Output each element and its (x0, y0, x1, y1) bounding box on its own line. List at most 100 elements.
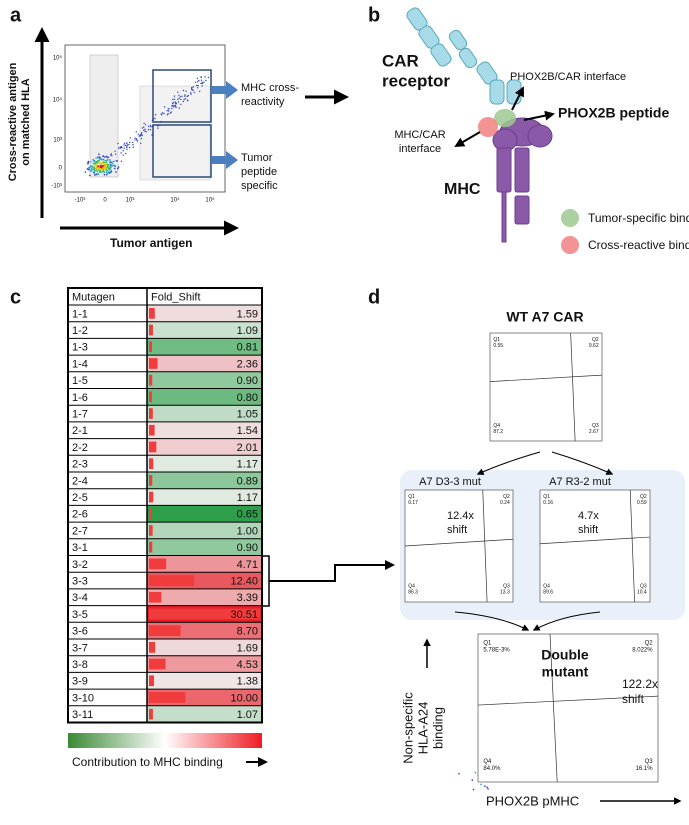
y-tick-label: 10⁴ (53, 97, 63, 104)
event-dot (175, 106, 177, 108)
fold-shift-bar (149, 692, 186, 703)
event-dot (117, 142, 119, 145)
quadrant-value: 0.59 (637, 500, 647, 506)
event-dot (100, 168, 103, 170)
event-dot (171, 105, 173, 107)
event-dot (94, 162, 97, 164)
quadrant-name: Q1 (493, 337, 500, 343)
event-dot (134, 139, 136, 141)
table-cell: 1-2 (72, 325, 88, 337)
event-dot (105, 163, 107, 166)
event-dot (109, 167, 111, 170)
quadrant-value: 9.62 (589, 343, 599, 349)
table-cell-color (147, 305, 262, 322)
event-dot (189, 92, 192, 94)
gate-line (404, 538, 514, 547)
car-label: CAR (382, 51, 419, 70)
event-dot (166, 110, 168, 112)
event-dot (97, 165, 99, 168)
gate-line (489, 374, 603, 382)
panel-a-layout (34, 27, 349, 236)
fold-shift-bar (149, 374, 153, 386)
event-dot (89, 174, 91, 177)
table-cell-color (147, 421, 262, 439)
table-cell: 0.81 (237, 342, 258, 354)
event-dot (155, 114, 157, 116)
event-dot (87, 160, 90, 163)
event-dot (179, 96, 181, 98)
event-dot (102, 169, 105, 171)
event-dot (134, 137, 136, 139)
event-dot (196, 84, 198, 87)
event-dot (170, 111, 172, 113)
table-cell: 3-10 (72, 692, 94, 704)
event-dot (191, 86, 193, 89)
fold-shift-bar (149, 424, 155, 436)
legend-label: Tumor-specific binding (588, 211, 689, 225)
event-dot (126, 142, 128, 144)
event-dot (110, 169, 113, 172)
event-dot (151, 119, 154, 122)
event-dot (113, 164, 115, 167)
quadrant-name: Q1 (543, 494, 550, 500)
quadrant-value: 0.17 (408, 500, 418, 506)
table-cell: 1-3 (72, 342, 88, 354)
event-dot (91, 165, 94, 168)
table-cell: 1.38 (237, 676, 258, 688)
quadrant-name: Q4 (408, 584, 415, 590)
event-dot (173, 105, 176, 107)
event-dot (191, 89, 193, 91)
event-dot (184, 98, 187, 100)
plot-title: A7 R3-2 mut (549, 476, 611, 488)
event-dot (186, 95, 188, 98)
table-cell: 2-4 (72, 475, 88, 487)
gate-label: Tumor (241, 152, 273, 164)
plot-area (404, 489, 514, 603)
table-border (67, 287, 263, 724)
plot-title: WT A7 CAR (506, 309, 583, 325)
event-dot (172, 106, 175, 108)
event-dot (100, 162, 102, 164)
event-dot (97, 173, 100, 175)
event-dot (193, 91, 195, 94)
event-dot (185, 90, 187, 93)
event-dot (105, 171, 108, 174)
event-dot (187, 94, 189, 97)
quadrant-value: 10.4 (637, 590, 647, 596)
table-cell: 0.90 (237, 375, 258, 387)
event-dot (109, 159, 111, 161)
event-dot (96, 170, 99, 173)
event-dot (151, 125, 154, 127)
event-dot (111, 165, 114, 167)
table-cell: 30.51 (230, 609, 258, 621)
plot-title: A7 D3-3 mut (419, 476, 481, 488)
event-dot (184, 95, 186, 97)
event-dot (139, 135, 141, 137)
gate-line (549, 633, 558, 783)
panel-label: d (368, 286, 380, 308)
quadrant-name: Q2 (640, 494, 647, 500)
event-dot (484, 785, 486, 787)
event-dot (87, 162, 89, 164)
x-tick-label: 10³ (126, 198, 135, 204)
event-dot (147, 128, 150, 131)
event-dot (88, 168, 91, 171)
event-dot (458, 773, 460, 775)
event-dot (117, 166, 120, 168)
event-dot (167, 113, 169, 115)
event-dot (143, 129, 145, 131)
event-dot (161, 112, 164, 114)
event-dot (173, 101, 175, 103)
event-dot (96, 167, 98, 169)
event-dot (141, 127, 144, 129)
shift-label: 12.4x (447, 510, 474, 522)
event-dot (123, 142, 126, 144)
quadrant-value: 0.55 (493, 343, 503, 349)
legend-label: Cross-reactive binding (588, 238, 689, 252)
event-dot (207, 76, 210, 79)
table-cell-color (147, 522, 262, 539)
event-dot (110, 161, 113, 164)
table-cell: 1.17 (237, 492, 258, 504)
table-cell: 1-5 (72, 375, 88, 387)
y-axis-title: Non-specific (400, 692, 415, 764)
